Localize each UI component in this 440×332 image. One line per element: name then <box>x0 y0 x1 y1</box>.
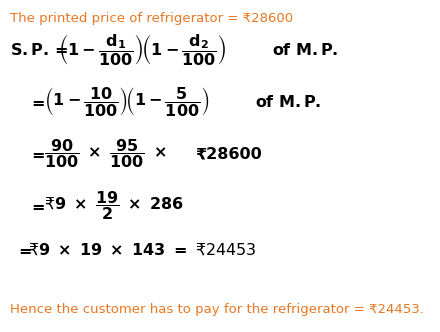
Text: $\mathbf{=}$: $\mathbf{=}$ <box>28 199 45 213</box>
Text: ₹28600: ₹28600 <box>195 146 262 161</box>
Text: $\mathbf{\left(1-\dfrac{d_1}{100}\right)\!\left(1-\dfrac{d_2}{100}\right)}$: $\mathbf{\left(1-\dfrac{d_1}{100}\right)… <box>58 32 227 68</box>
Text: $\mathbf{=}$: $\mathbf{=}$ <box>15 242 32 258</box>
Text: $\mathbf{S.P.=}$: $\mathbf{S.P.=}$ <box>10 42 69 58</box>
Text: $\mathbf{=}$: $\mathbf{=}$ <box>28 146 45 161</box>
Text: $\mathbf{\left(1-\dfrac{10}{100}\right)\!\left(1-\dfrac{5}{100}\right)}$: $\mathbf{\left(1-\dfrac{10}{100}\right)\… <box>44 86 209 119</box>
Text: Hence the customer has to pay for the refrigerator = ₹24453.: Hence the customer has to pay for the re… <box>10 303 424 316</box>
Text: $\mathbf{\dfrac{90}{100}\ \times\ \dfrac{95}{100}\ \times\ }$: $\mathbf{\dfrac{90}{100}\ \times\ \dfrac… <box>44 137 166 171</box>
Text: The printed price of refrigerator = ₹28600: The printed price of refrigerator = ₹286… <box>10 12 293 25</box>
Text: $\mathbf{of\ M.P.}$: $\mathbf{of\ M.P.}$ <box>255 94 322 110</box>
Text: ₹$\mathbf{9\ \times\ \dfrac{19}{2}\ \times\ 286}$: ₹$\mathbf{9\ \times\ \dfrac{19}{2}\ \tim… <box>44 190 184 222</box>
Text: ₹$\mathbf{9\ \times\ 19\ \times\ 143\ =\ }$₹24453: ₹$\mathbf{9\ \times\ 19\ \times\ 143\ =\… <box>28 242 257 258</box>
Text: $\mathbf{=}$: $\mathbf{=}$ <box>28 95 45 110</box>
Text: $\mathbf{of\ M.P.}$: $\mathbf{of\ M.P.}$ <box>272 42 338 58</box>
